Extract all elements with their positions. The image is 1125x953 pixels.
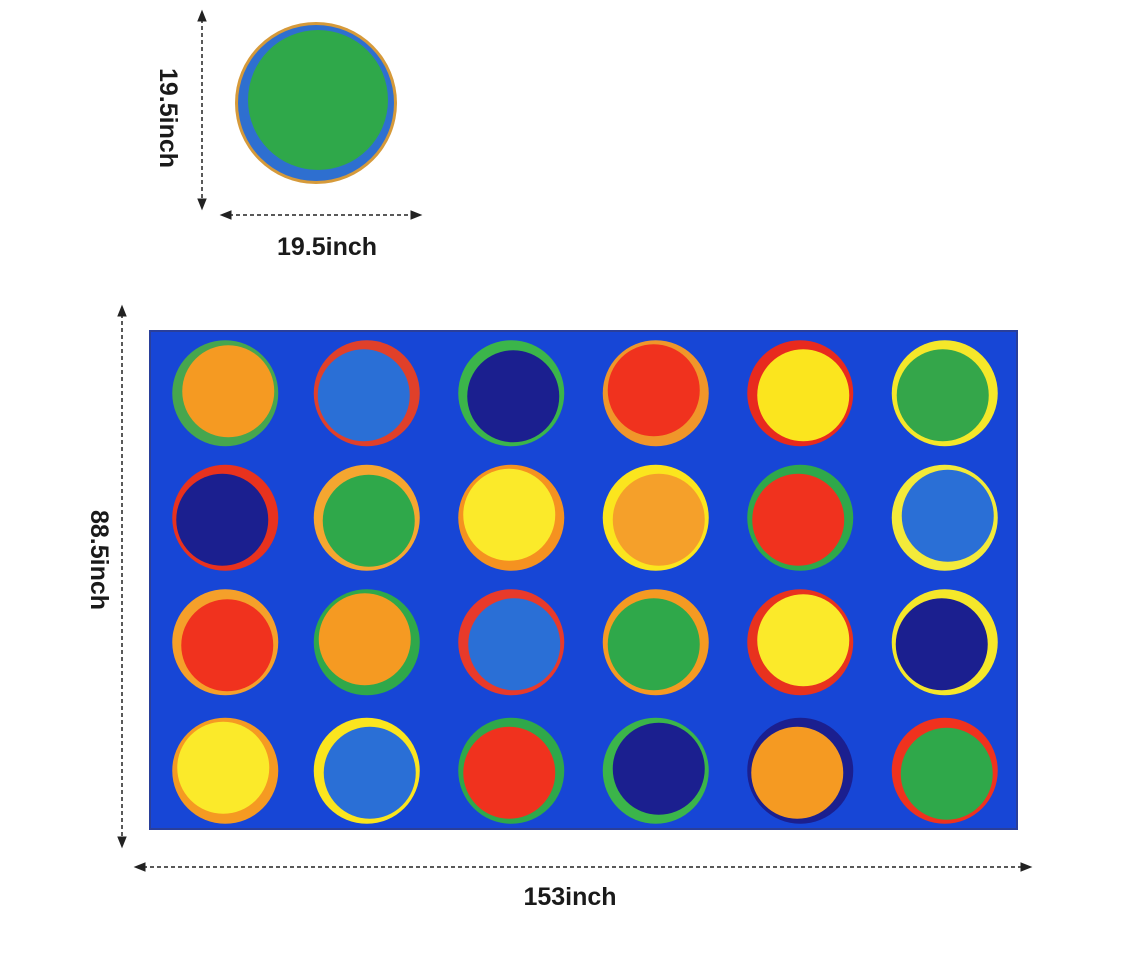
single-spot [235, 22, 397, 184]
rug-spot [747, 464, 854, 571]
rug-spot [747, 340, 854, 447]
rug-spot [313, 464, 420, 571]
rug-spot-center [900, 727, 993, 820]
rug-spot-center [612, 722, 705, 815]
rug-spot-center [467, 350, 560, 443]
rug-spot [458, 717, 565, 824]
single-spot-width-label: 19.5inch [277, 233, 377, 261]
rug-spot [891, 717, 998, 824]
rug-spot [172, 717, 279, 824]
rug-spot [602, 589, 709, 696]
rug-spot-center [318, 593, 411, 686]
rug-spot-center [463, 468, 556, 561]
rug-spot-center [901, 469, 994, 562]
rug-spot [172, 589, 279, 696]
rug-spot-center [181, 599, 274, 692]
rug-width-label: 153inch [523, 883, 616, 911]
rug-spot [602, 340, 709, 447]
rug-spot [891, 589, 998, 696]
rug-spot-center [895, 598, 988, 691]
rug-spot-center [607, 344, 700, 437]
rug-spot-center [323, 726, 416, 819]
rug-spot [458, 589, 565, 696]
rug-spot [602, 717, 709, 824]
rug-spot [458, 340, 565, 447]
rug-spot [747, 717, 854, 824]
rug-spot [313, 717, 420, 824]
rug-height-label: 88.5inch [85, 510, 113, 610]
rug-spot-center [317, 349, 410, 442]
rug-spot [313, 589, 420, 696]
rug-spot [891, 340, 998, 447]
rug-spot-center [182, 345, 275, 438]
rug-spot-center [463, 726, 556, 819]
rug-spot [458, 464, 565, 571]
rug-spot-center [757, 594, 850, 687]
rug-spot [602, 464, 709, 571]
rug-spot [313, 340, 420, 447]
rug-spot-center [751, 726, 844, 819]
single-spot-height-label: 19.5inch [154, 68, 182, 168]
rug-spot-center [752, 473, 845, 566]
rug-spot [172, 340, 279, 447]
rug-spot-center [322, 474, 415, 567]
rug-spot-center [468, 598, 561, 691]
rug-spot [891, 464, 998, 571]
single-spot-center [248, 30, 388, 170]
rug-spot-center [176, 473, 269, 566]
rug-spot-center [896, 349, 989, 442]
rug-spots [172, 340, 998, 824]
rug-spot [747, 589, 854, 696]
rug [149, 330, 1018, 830]
rug-spot [172, 464, 279, 571]
rug-spot-center [757, 349, 850, 442]
rug-spot-center [612, 473, 705, 566]
rug-spot-center [607, 598, 700, 691]
rug-background [149, 330, 1018, 830]
rug-spot-center [177, 721, 270, 814]
